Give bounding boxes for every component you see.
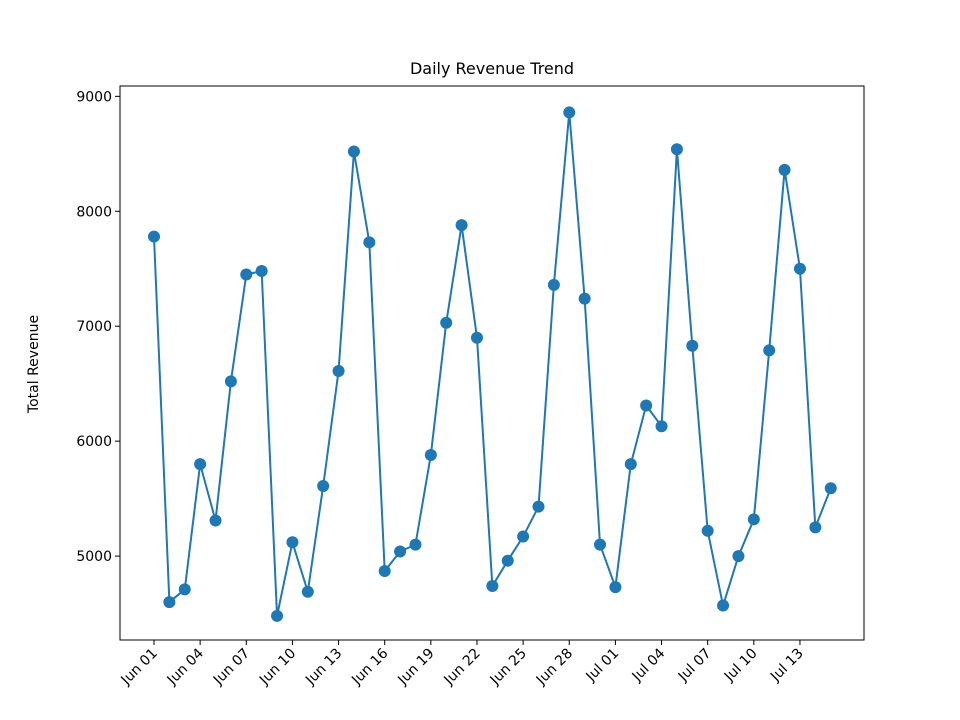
data-point xyxy=(332,365,345,378)
data-point xyxy=(655,420,668,433)
data-point xyxy=(670,143,683,156)
x-tick-label: Jun 19 xyxy=(394,646,437,689)
data-point xyxy=(732,550,745,563)
data-point xyxy=(609,581,622,594)
data-point xyxy=(809,521,822,534)
plot-area-frame xyxy=(119,85,865,641)
data-point xyxy=(640,399,653,412)
data-point xyxy=(701,524,714,537)
data-point xyxy=(824,482,837,495)
data-point xyxy=(163,596,176,609)
data-point xyxy=(470,331,483,344)
y-tick-label: 6000 xyxy=(76,434,112,450)
x-tick-label: Jul 04 xyxy=(629,645,669,685)
data-point xyxy=(194,458,207,471)
y-axis-label: Total Revenue xyxy=(26,315,42,414)
data-point xyxy=(717,599,730,612)
y-tick-label: 8000 xyxy=(76,204,112,220)
data-point xyxy=(624,458,637,471)
data-point xyxy=(763,344,776,357)
data-point xyxy=(501,554,514,567)
data-point xyxy=(347,145,360,158)
data-point xyxy=(547,278,560,291)
x-tick-label: Jul 10 xyxy=(721,646,761,686)
data-point xyxy=(532,500,545,513)
x-tick-label: Jun 25 xyxy=(487,646,530,689)
data-point xyxy=(378,565,391,578)
data-point xyxy=(240,268,253,281)
data-point xyxy=(578,292,591,305)
data-point xyxy=(317,479,330,492)
x-tick-label: Jun 22 xyxy=(441,646,484,689)
chart-title: Daily Revenue Trend xyxy=(410,59,574,78)
data-points xyxy=(148,106,837,622)
data-point xyxy=(363,236,376,249)
x-tick-label: Jun 28 xyxy=(533,646,576,689)
x-tick-label: Jun 10 xyxy=(256,646,299,689)
data-point xyxy=(178,583,191,596)
data-point xyxy=(255,265,268,278)
data-point xyxy=(594,538,607,551)
data-point xyxy=(440,316,453,329)
y-axis-ticks: 5000 6000 7000 8000 9000 xyxy=(76,89,120,565)
x-tick-label: Jun 13 xyxy=(302,646,345,689)
data-point xyxy=(455,219,468,232)
data-point xyxy=(286,536,299,549)
data-point xyxy=(686,339,699,352)
x-axis-ticks: Jun 01 Jun 04 Jun 07 Jun 10 Jun 13 Jun 16 Jun … xyxy=(118,640,807,689)
x-tick-label: Jul 07 xyxy=(675,646,715,686)
data-point xyxy=(424,448,437,461)
x-tick-label: Jun 07 xyxy=(210,646,253,689)
x-tick-label: Jun 01 xyxy=(118,646,161,689)
x-tick-label: Jun 04 xyxy=(164,645,207,688)
x-tick-label: Jul 13 xyxy=(767,646,807,686)
data-point xyxy=(563,106,576,119)
data-point xyxy=(486,579,499,592)
y-tick-label: 5000 xyxy=(76,549,112,565)
data-point xyxy=(301,585,314,598)
series-line xyxy=(153,112,832,617)
data-point xyxy=(148,230,160,243)
data-point xyxy=(778,163,791,176)
y-tick-label: 9000 xyxy=(76,89,112,105)
y-tick-label: 7000 xyxy=(76,319,112,335)
data-point xyxy=(209,514,222,527)
data-point xyxy=(747,513,760,526)
data-point xyxy=(409,538,422,551)
data-point xyxy=(517,530,530,543)
data-point xyxy=(224,375,237,388)
x-tick-label: Jul 01 xyxy=(583,646,623,686)
data-point xyxy=(394,545,407,558)
x-tick-label: Jun 16 xyxy=(348,645,391,688)
data-point xyxy=(271,609,284,622)
data-point xyxy=(793,262,806,275)
